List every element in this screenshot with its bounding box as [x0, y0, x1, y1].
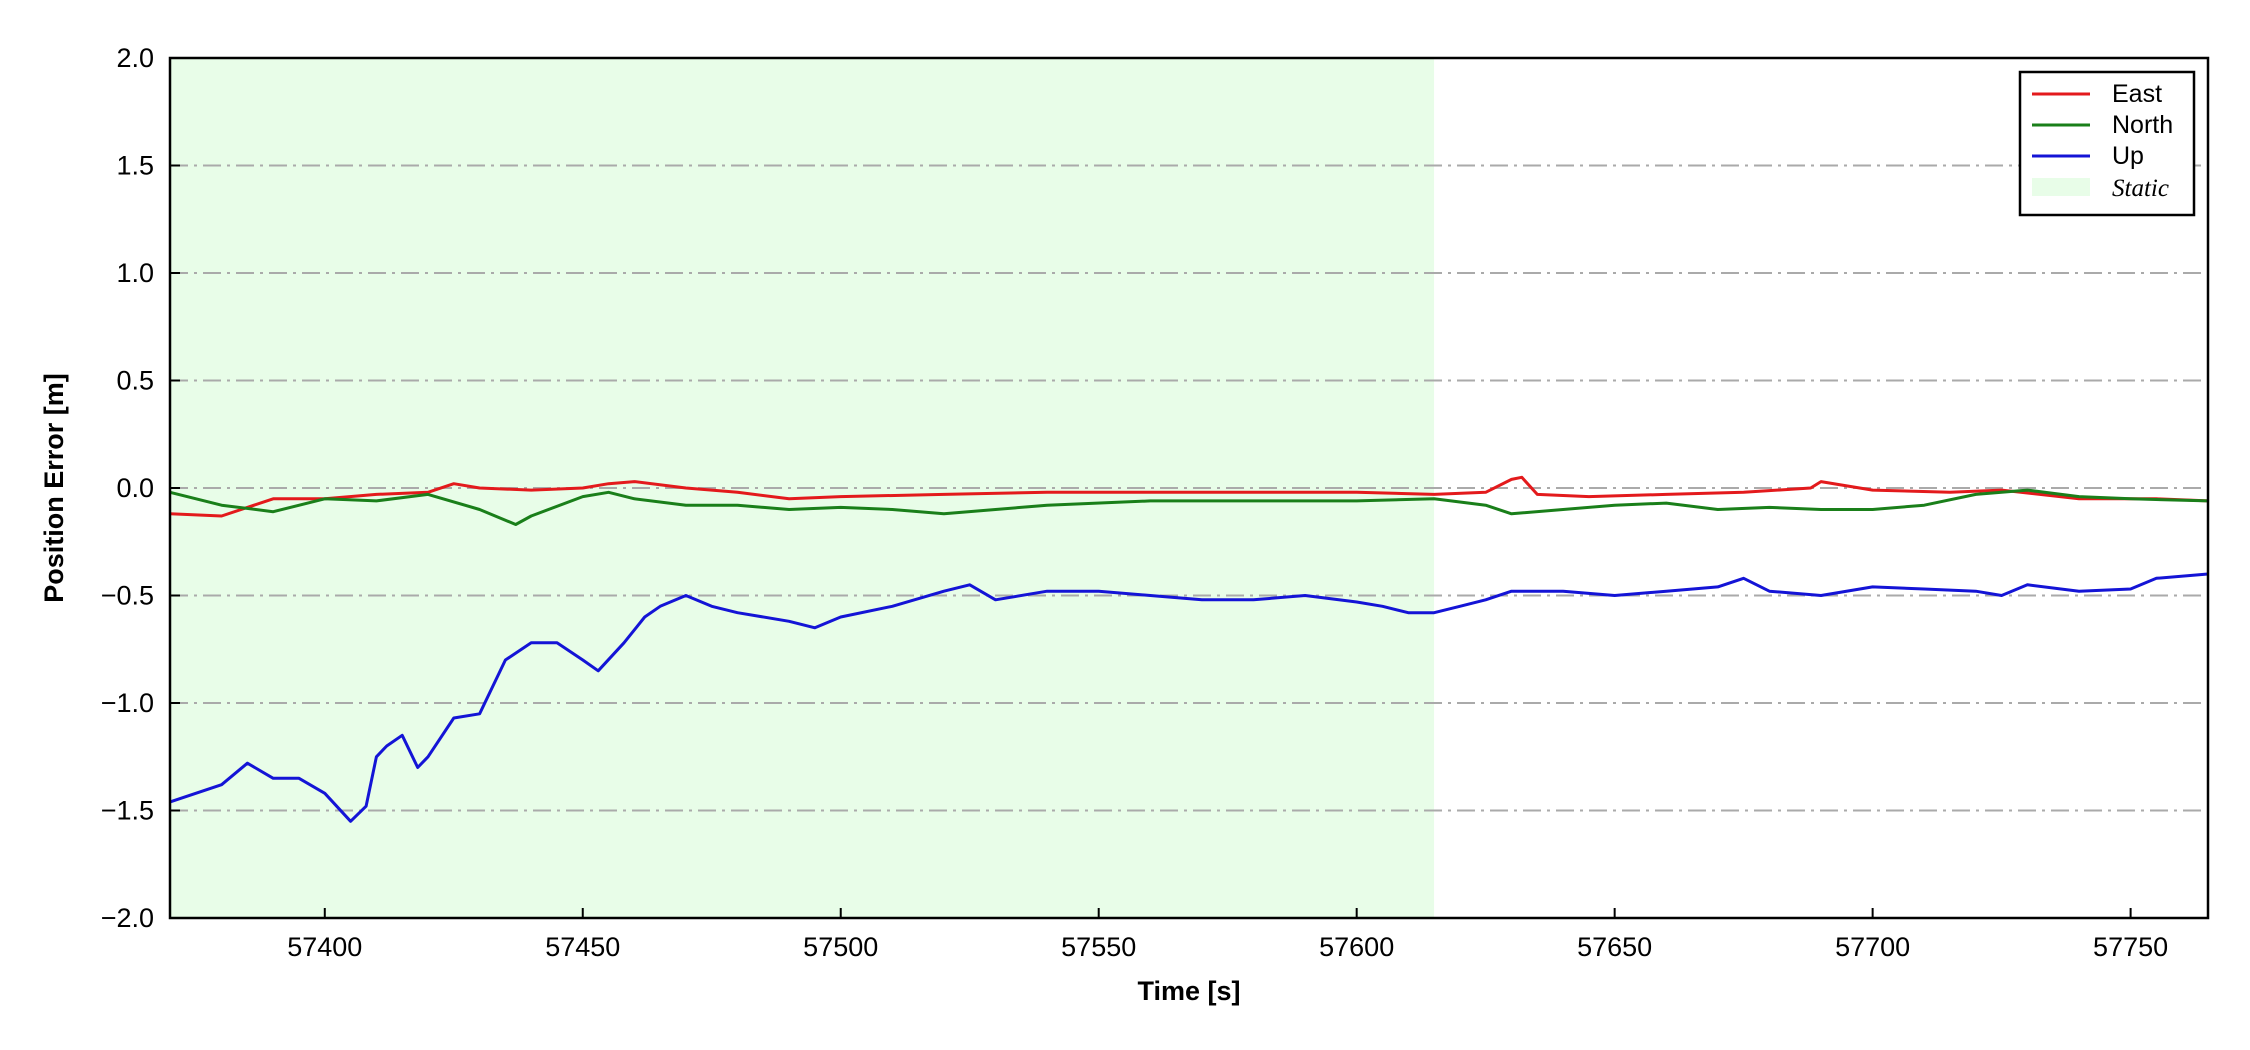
x-tick-label: 57650 — [1577, 932, 1652, 962]
legend-swatch-static — [2032, 178, 2090, 196]
y-tick-label: 2.0 — [116, 43, 154, 73]
legend-label-up: Up — [2112, 142, 2144, 170]
y-tick-label: −1.5 — [101, 796, 154, 826]
x-tick-label: 57500 — [803, 932, 878, 962]
x-axis-ticks: 57400 57450 57500 57550 57600 57650 57700 57750 — [287, 908, 2168, 962]
x-tick-label: 57750 — [2093, 932, 2168, 962]
x-tick-label: 57450 — [545, 932, 620, 962]
x-tick-label: 57400 — [287, 932, 362, 962]
y-tick-label: 1.0 — [116, 258, 154, 288]
x-tick-label: 57600 — [1319, 932, 1394, 962]
legend-label-east: East — [2112, 80, 2162, 108]
y-tick-label: −1.0 — [101, 688, 154, 718]
y-tick-label: −0.5 — [101, 581, 154, 611]
x-tick-label: 57700 — [1835, 932, 1910, 962]
series-layer — [169, 475, 2209, 823]
y-tick-label: 1.5 — [116, 151, 154, 181]
series-line-north — [169, 488, 2209, 526]
legend-label-north: North — [2112, 111, 2173, 139]
y-tick-label: 0.0 — [116, 473, 154, 503]
legend: East North Up Static — [2018, 70, 2196, 217]
y-axis-ticks: 2.0 1.5 1.0 0.5 0.0 −0.5 −1.0 −1.5 −2.0 — [101, 43, 180, 933]
series-line-up — [169, 572, 2209, 823]
series-line-east — [169, 475, 2209, 518]
y-axis-title: Position Error [m] — [39, 373, 69, 603]
x-axis-title: Time [s] — [1137, 976, 1240, 1006]
legend-label-static: Static — [2112, 175, 2169, 202]
y-tick-label: 0.5 — [116, 366, 154, 396]
x-tick-label: 57550 — [1061, 932, 1136, 962]
y-tick-label: −2.0 — [101, 903, 154, 933]
